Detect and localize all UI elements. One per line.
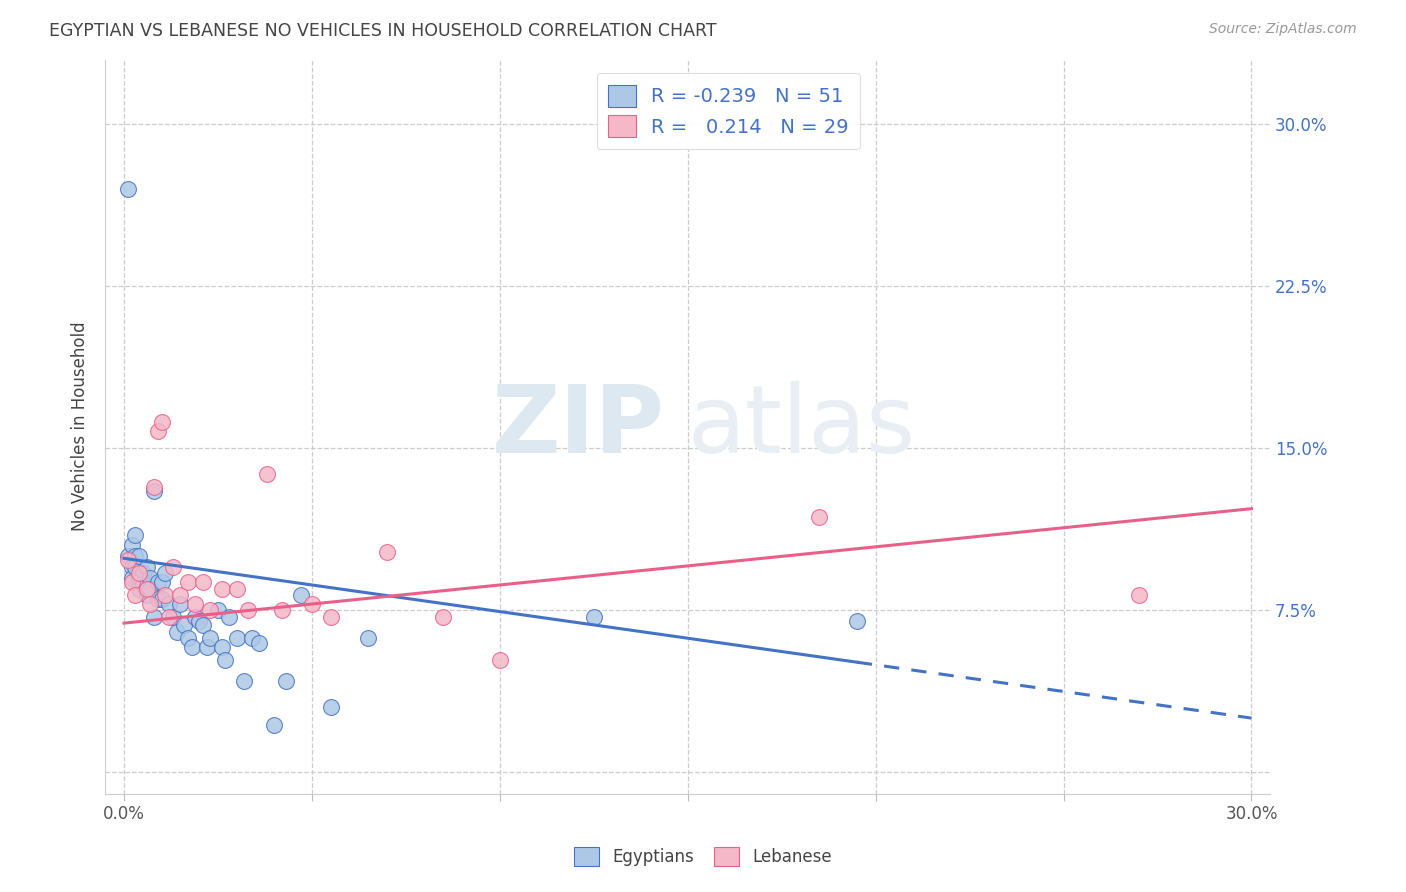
Point bbox=[121, 560, 143, 574]
Point bbox=[177, 631, 200, 645]
Point bbox=[211, 582, 233, 596]
Text: atlas: atlas bbox=[688, 381, 915, 473]
Point bbox=[132, 566, 155, 581]
Point bbox=[357, 631, 380, 645]
Point bbox=[139, 597, 162, 611]
Point bbox=[218, 609, 240, 624]
Point bbox=[146, 592, 169, 607]
Point bbox=[135, 588, 157, 602]
Point bbox=[240, 631, 263, 645]
Point bbox=[200, 603, 222, 617]
Point bbox=[128, 549, 150, 564]
Point bbox=[290, 588, 312, 602]
Point bbox=[319, 700, 342, 714]
Y-axis label: No Vehicles in Household: No Vehicles in Household bbox=[72, 322, 89, 532]
Point bbox=[117, 549, 139, 564]
Point bbox=[157, 597, 180, 611]
Point bbox=[169, 588, 191, 602]
Point bbox=[150, 415, 173, 429]
Point bbox=[211, 640, 233, 654]
Point bbox=[150, 575, 173, 590]
Point bbox=[162, 560, 184, 574]
Point bbox=[143, 609, 166, 624]
Point bbox=[319, 609, 342, 624]
Legend: R = -0.239   N = 51, R =   0.214   N = 29: R = -0.239 N = 51, R = 0.214 N = 29 bbox=[596, 73, 860, 149]
Point bbox=[150, 592, 173, 607]
Point bbox=[191, 618, 214, 632]
Legend: Egyptians, Lebanese: Egyptians, Lebanese bbox=[567, 840, 839, 873]
Point bbox=[200, 631, 222, 645]
Point bbox=[375, 545, 398, 559]
Point bbox=[121, 575, 143, 590]
Point bbox=[488, 653, 510, 667]
Point bbox=[155, 588, 177, 602]
Text: EGYPTIAN VS LEBANESE NO VEHICLES IN HOUSEHOLD CORRELATION CHART: EGYPTIAN VS LEBANESE NO VEHICLES IN HOUS… bbox=[49, 22, 717, 40]
Point bbox=[128, 566, 150, 581]
Text: Source: ZipAtlas.com: Source: ZipAtlas.com bbox=[1209, 22, 1357, 37]
Point bbox=[214, 653, 236, 667]
Point bbox=[143, 484, 166, 499]
Point bbox=[1128, 588, 1150, 602]
Text: ZIP: ZIP bbox=[492, 381, 665, 473]
Point bbox=[808, 510, 831, 524]
Point bbox=[157, 609, 180, 624]
Point bbox=[225, 631, 247, 645]
Point bbox=[177, 575, 200, 590]
Point bbox=[117, 553, 139, 567]
Point bbox=[139, 582, 162, 596]
Point bbox=[845, 614, 868, 628]
Point bbox=[270, 603, 292, 617]
Point bbox=[180, 640, 202, 654]
Point bbox=[139, 571, 162, 585]
Point bbox=[173, 618, 195, 632]
Point bbox=[207, 603, 229, 617]
Point bbox=[233, 674, 256, 689]
Point bbox=[155, 566, 177, 581]
Point bbox=[169, 597, 191, 611]
Point bbox=[132, 577, 155, 591]
Point bbox=[146, 424, 169, 438]
Point bbox=[274, 674, 297, 689]
Point bbox=[121, 571, 143, 585]
Point bbox=[124, 588, 146, 602]
Point bbox=[184, 609, 207, 624]
Point bbox=[236, 603, 259, 617]
Point bbox=[225, 582, 247, 596]
Point bbox=[124, 527, 146, 541]
Point bbox=[301, 597, 323, 611]
Point bbox=[135, 582, 157, 596]
Point bbox=[121, 538, 143, 552]
Point bbox=[146, 575, 169, 590]
Point bbox=[195, 640, 218, 654]
Point bbox=[188, 614, 211, 628]
Point bbox=[135, 560, 157, 574]
Point bbox=[117, 182, 139, 196]
Point bbox=[162, 609, 184, 624]
Point bbox=[582, 609, 605, 624]
Point bbox=[124, 549, 146, 564]
Point bbox=[124, 560, 146, 574]
Point bbox=[247, 635, 270, 649]
Point bbox=[263, 717, 285, 731]
Point bbox=[432, 609, 454, 624]
Point bbox=[166, 624, 188, 639]
Point bbox=[191, 575, 214, 590]
Point bbox=[128, 571, 150, 585]
Point bbox=[128, 582, 150, 596]
Point bbox=[143, 480, 166, 494]
Point bbox=[184, 597, 207, 611]
Point bbox=[256, 467, 278, 482]
